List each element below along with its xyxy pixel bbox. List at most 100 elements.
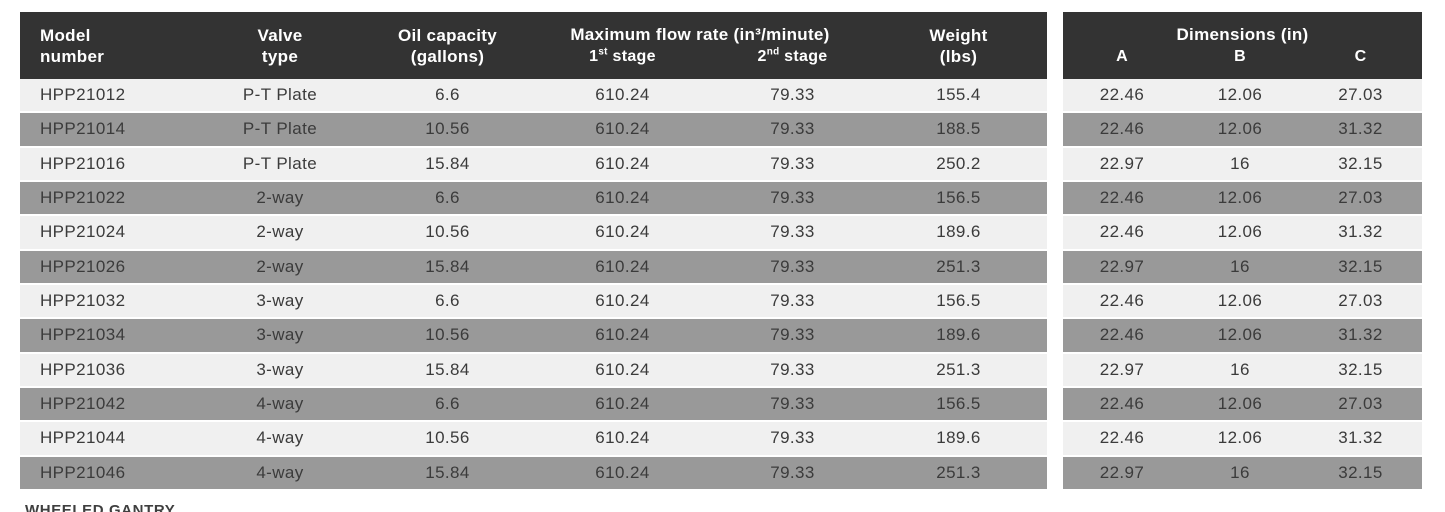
cell-oil-capacity: 10.56: [425, 222, 470, 242]
cell-flow-stage2: 79.33: [770, 153, 815, 173]
cell-dim-b: 16: [1230, 359, 1250, 379]
cell-dim-a: 22.46: [1099, 291, 1145, 311]
cell-dim-b: 12.06: [1217, 291, 1263, 311]
cell-dim-c: 32.15: [1338, 256, 1383, 276]
dimensions-table: Dimensions (in) A B C 22.46 12.06 27.03 22.…: [1063, 12, 1422, 491]
cell-flow-stage2: 79.33: [770, 359, 815, 379]
cell-flow-stage2: 79.33: [770, 256, 815, 276]
cell-valve-type: 3-way: [256, 291, 304, 311]
cell-oil-capacity: 10.56: [425, 428, 470, 448]
cell-dim-b: 12.06: [1217, 428, 1263, 448]
header-flow-rate-title: Maximum flow rate (in³/minute): [570, 25, 830, 44]
cell-dim-a: 22.46: [1099, 325, 1145, 345]
cell-flow-stage1: 610.24: [595, 325, 650, 345]
header-stage2: 2nd stage: [757, 46, 828, 65]
cell-dim-c: 31.32: [1338, 119, 1383, 139]
cell-valve-type: 4-way: [256, 428, 304, 448]
table-row: 22.46 12.06 31.32: [1063, 319, 1422, 354]
cell-dim-a: 22.46: [1099, 394, 1145, 414]
cell-dim-b: 12.06: [1217, 119, 1263, 139]
cell-valve-type: 3-way: [256, 359, 304, 379]
cell-dim-b: 12.06: [1217, 188, 1263, 208]
cell-dim-c: 32.15: [1338, 462, 1383, 482]
cell-flow-stage2: 79.33: [770, 222, 815, 242]
cell-flow-stage2: 79.33: [770, 394, 815, 414]
cell-model-number: HPP21034: [40, 325, 126, 345]
cell-valve-type: 2-way: [256, 256, 304, 276]
cell-dim-b: 12.06: [1217, 394, 1263, 414]
cell-model-number: HPP21014: [40, 119, 126, 139]
cell-flow-stage1: 610.24: [595, 119, 650, 139]
cell-valve-type: 4-way: [256, 394, 304, 414]
cell-model-number: HPP21042: [40, 394, 126, 414]
table-row: HPP21034 3-way 10.56 610.24 79.33 189.6: [20, 319, 1047, 354]
cell-oil-capacity: 6.6: [435, 188, 460, 208]
cell-oil-capacity: 6.6: [435, 291, 460, 311]
cell-flow-stage2: 79.33: [770, 325, 815, 345]
cell-model-number: HPP21044: [40, 428, 126, 448]
cell-dim-c: 32.15: [1338, 153, 1383, 173]
cell-dim-b: 16: [1230, 462, 1250, 482]
cell-flow-stage1: 610.24: [595, 428, 650, 448]
cell-weight: 156.5: [936, 291, 981, 311]
cell-dim-b: 12.06: [1217, 325, 1263, 345]
cell-flow-stage2: 79.33: [770, 85, 815, 105]
cell-flow-stage2: 79.33: [770, 119, 815, 139]
cell-dim-c: 27.03: [1338, 188, 1383, 208]
cell-valve-type: P-T Plate: [242, 153, 318, 173]
spec-table-header: Model number Valve type Oil capacity (ga…: [20, 12, 1047, 79]
table-row: HPP21044 4-way 10.56 610.24 79.33 189.6: [20, 422, 1047, 457]
cell-flow-stage1: 610.24: [595, 394, 650, 414]
cell-model-number: HPP21022: [40, 188, 126, 208]
table-row: 22.97 16 32.15: [1063, 147, 1422, 182]
header-valve-type: Valve type: [257, 25, 303, 66]
cell-dim-c: 27.03: [1338, 291, 1383, 311]
header-flow-rate-group: Maximum flow rate (in³/minute) 1st stage…: [530, 12, 870, 79]
table-row: HPP21026 2-way 15.84 610.24 79.33 251.3: [20, 250, 1047, 285]
cell-model-number: HPP21036: [40, 359, 126, 379]
cell-weight: 156.5: [936, 394, 981, 414]
cell-dim-b: 16: [1230, 256, 1250, 276]
cell-valve-type: P-T Plate: [242, 119, 318, 139]
header-dim-c: C: [1354, 48, 1367, 65]
table-row: 22.46 12.06 31.32: [1063, 422, 1422, 457]
table-row: HPP21024 2-way 10.56 610.24 79.33 189.6: [20, 216, 1047, 251]
cell-weight: 189.6: [936, 222, 981, 242]
cell-weight: 155.4: [936, 85, 981, 105]
cell-oil-capacity: 15.84: [425, 462, 470, 482]
table-row: 22.46 12.06 27.03: [1063, 79, 1422, 114]
cell-valve-type: 3-way: [256, 325, 304, 345]
cell-flow-stage2: 79.33: [770, 188, 815, 208]
cell-model-number: HPP21026: [40, 256, 126, 276]
cell-oil-capacity: 15.84: [425, 359, 470, 379]
cell-valve-type: 2-way: [256, 222, 304, 242]
table-row: 22.46 12.06 27.03: [1063, 181, 1422, 217]
cell-oil-capacity: 6.6: [435, 394, 460, 414]
cell-oil-capacity: 15.84: [425, 153, 470, 173]
cell-valve-type: P-T Plate: [242, 85, 318, 105]
spec-table: Model number Valve type Oil capacity (ga…: [20, 12, 1047, 491]
header-model-number: Model number: [40, 25, 105, 66]
cell-dim-b: 16: [1230, 153, 1250, 173]
header-dim-b: B: [1234, 48, 1246, 65]
cell-weight: 189.6: [936, 428, 981, 448]
table-row: 22.97 16 32.15: [1063, 456, 1422, 491]
cell-flow-stage1: 610.24: [595, 85, 650, 105]
cell-dim-c: 31.32: [1338, 325, 1383, 345]
cell-weight: 188.5: [936, 119, 981, 139]
cell-weight: 156.5: [936, 188, 981, 208]
table-row: 22.97 16 32.15: [1063, 250, 1422, 285]
cell-oil-capacity: 6.6: [435, 85, 460, 105]
cell-flow-stage1: 610.24: [595, 256, 650, 276]
cell-flow-stage2: 79.33: [770, 462, 815, 482]
cell-weight: 251.3: [936, 462, 981, 482]
cell-dim-a: 22.46: [1099, 85, 1145, 105]
cell-flow-stage1: 610.24: [595, 359, 650, 379]
spec-table-body: HPP21012 P-T Plate 6.6 610.24 79.33 155.4 HPP2…: [20, 79, 1047, 491]
header-stage1: 1st stage: [589, 46, 656, 65]
cell-oil-capacity: 10.56: [425, 325, 470, 345]
cell-dim-a: 22.46: [1099, 428, 1145, 448]
table-row: 22.46 12.06 31.32: [1063, 113, 1422, 148]
cell-dim-a: 22.97: [1099, 153, 1145, 173]
cell-dim-c: 32.15: [1338, 359, 1383, 379]
